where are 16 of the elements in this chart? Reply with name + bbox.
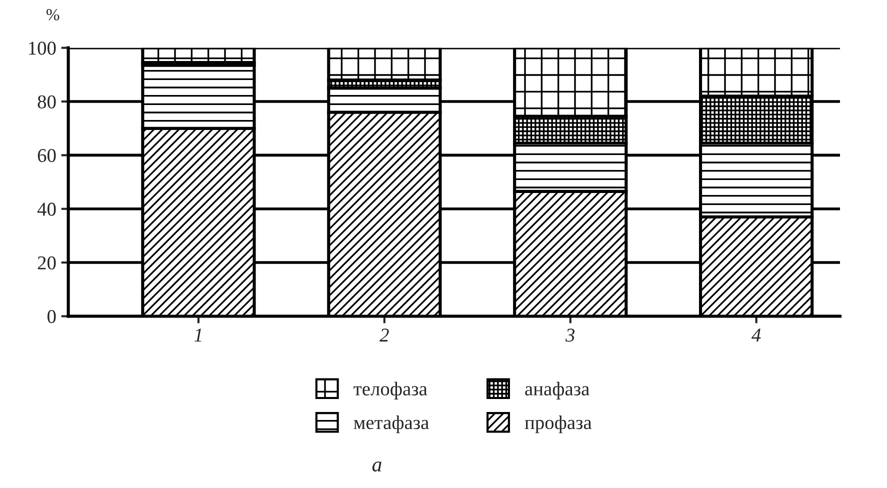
text: а bbox=[372, 462, 382, 472]
legend-label: телофаза bbox=[354, 382, 428, 400]
x-tick-label: 4 bbox=[752, 328, 761, 342]
y-axis-title: % bbox=[46, 9, 60, 20]
y-tick-label: 100 bbox=[29, 42, 56, 55]
y-tick-label: 40 bbox=[37, 202, 56, 216]
legend-label: анафаза bbox=[525, 382, 590, 400]
y-tick-label: 20 bbox=[38, 256, 56, 270]
x-tick-label: 1 bbox=[194, 328, 202, 342]
x-tick-label: 3 bbox=[565, 328, 575, 342]
y-tick-label: 60 bbox=[38, 149, 56, 162]
legend-label: метафаза bbox=[354, 416, 429, 434]
legend-label: профаза bbox=[524, 416, 592, 434]
y-tick-label: 0 bbox=[48, 310, 56, 324]
x-tick-label: 2 bbox=[380, 328, 389, 342]
y-tick-label: 80 bbox=[38, 95, 56, 108]
